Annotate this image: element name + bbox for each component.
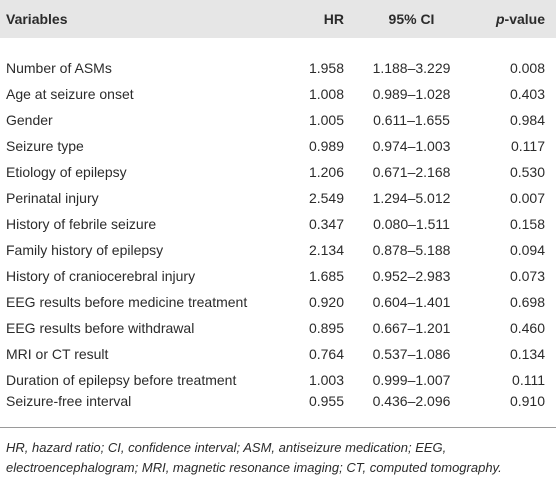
cell: 1.188–3.229 (372, 60, 451, 76)
table-row: Seizure type 0.989 0.974–1.003 0.117 (0, 133, 556, 159)
cell: 0.117 (511, 138, 545, 154)
table-row: Perinatal injury 2.549 1.294–5.012 0.007 (0, 185, 556, 211)
cell: 0.989–1.028 (372, 86, 451, 102)
cell: Gender (6, 112, 53, 128)
table-row: History of febrile seizure 0.347 0.080–1.5… (0, 211, 556, 237)
cell: Family history of epilepsy (6, 242, 164, 258)
cell: 0.955 (292, 393, 350, 428)
cell: 0.436–2.096 (350, 393, 473, 428)
table-row: Etiology of epilepsy 1.206 0.671–2.168 0.53… (0, 159, 556, 185)
cell: 2.549 (308, 190, 344, 206)
table-row: MRI or CT result 0.764 0.537–1.086 0.134 (0, 341, 556, 367)
cell: History of febrile seizure (6, 216, 157, 232)
cell: EEG results before medicine treatment (6, 294, 248, 310)
cell: 0.895 (308, 320, 344, 336)
cell: 0.974–1.003 (372, 138, 451, 154)
cell: 1.005 (308, 112, 344, 128)
cell: MRI or CT result (6, 346, 109, 362)
table-row: Number of ASMs 1.958 1.188–3.229 0.008 (0, 55, 556, 81)
spacer-row (0, 38, 556, 55)
footnote: HR, hazard ratio; CI, confidence interva… (6, 440, 502, 475)
cell: 0.530 (509, 164, 545, 180)
cell: 0.604–1.401 (372, 294, 451, 310)
cell: 0.671–2.168 (372, 164, 451, 180)
table-row: EEG results before medicine treatment 0.9… (0, 289, 556, 315)
table-row: Family history of epilepsy 2.134 0.878–5.1… (0, 237, 556, 263)
table-row: Age at seizure onset 1.008 0.989–1.028 0.40… (0, 81, 556, 107)
cell: 1.685 (308, 268, 344, 284)
cell: Perinatal injury (6, 190, 99, 206)
header-row: Variables HR 95% CI p-value (0, 0, 556, 38)
cell: Duration of epilepsy before treatment (6, 372, 237, 388)
cell: 0.698 (509, 294, 545, 310)
cell: 1.008 (308, 86, 344, 102)
cell: 0.073 (509, 268, 545, 284)
spacer (0, 38, 556, 55)
cell: 0.080–1.511 (373, 216, 450, 232)
table-body: Number of ASMs 1.958 1.188–3.229 0.008 Age a… (0, 38, 556, 428)
cell: 0.611–1.655 (373, 112, 450, 128)
cell: 0.403 (509, 86, 545, 102)
cell: 1.958 (308, 60, 344, 76)
cell: 0.667–1.201 (372, 320, 451, 336)
cell: 0.460 (509, 320, 545, 336)
cell: 1.294–5.012 (372, 190, 451, 206)
cell: 0.878–5.188 (372, 242, 451, 258)
header-italic: p (495, 11, 505, 27)
table-header: Variables HR 95% CI p-value (0, 0, 556, 38)
table-row: EEG results before withdrawal 0.895 0.667–… (0, 315, 556, 341)
cell: Number of ASMs (6, 60, 112, 76)
table-row: Duration of epilepsy before treatment 1.0… (0, 367, 556, 393)
cell: Seizure type (6, 138, 84, 154)
cell: 0.989 (308, 138, 344, 154)
cell: Etiology of epilepsy (6, 164, 127, 180)
cell: 0.134 (509, 346, 545, 362)
table-row: History of craniocerebral injury 1.685 0.9… (0, 263, 556, 289)
cell: Seizure-free interval (0, 393, 292, 428)
cell: 0.008 (509, 60, 545, 76)
cell: 0.999–1.007 (372, 372, 451, 388)
cell: 0.111 (512, 372, 545, 388)
cell: 0.764 (308, 346, 344, 362)
table-row: Gender 1.005 0.611–1.655 0.984 (0, 107, 556, 133)
header-cell: Variables (6, 11, 68, 27)
table: Variables HR 95% CI p-value Number of ASMs 1… (0, 0, 556, 428)
cell: 0.952–2.983 (372, 268, 451, 284)
header-text: -value (504, 11, 545, 27)
cell: 0.910 (473, 393, 556, 428)
cell: History of craniocerebral injury (6, 268, 196, 284)
header-cell: 95% CI (388, 11, 435, 27)
cell: 0.920 (308, 294, 344, 310)
cell: 0.537–1.086 (372, 346, 451, 362)
cell: 1.003 (308, 372, 344, 388)
cell: Age at seizure onset (6, 86, 134, 102)
cell: 0.007 (509, 190, 545, 206)
cell: 0.158 (509, 216, 545, 232)
table-row: Seizure-free interval 0.955 0.436–2.096 0.9… (0, 393, 556, 428)
header-cell: HR (323, 11, 344, 27)
cell: 0.984 (509, 112, 545, 128)
cell: 0.094 (509, 242, 545, 258)
header-cell: p-value (473, 0, 556, 38)
cell: EEG results before withdrawal (6, 320, 195, 336)
cell: 2.134 (308, 242, 344, 258)
cell: 1.206 (308, 164, 344, 180)
cell: 0.347 (308, 216, 344, 232)
